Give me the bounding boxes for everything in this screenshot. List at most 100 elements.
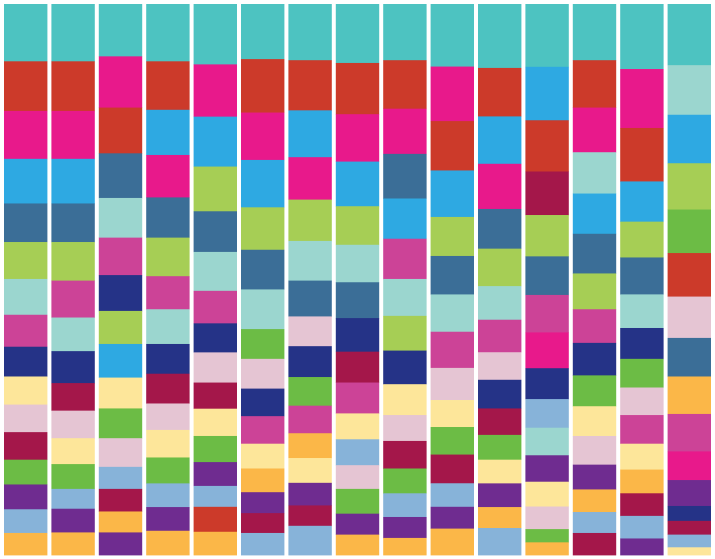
bar-segment-7-green	[288, 377, 332, 407]
bar-segment-12-purple	[525, 455, 569, 483]
bar-segment-5-navy	[193, 323, 237, 353]
bar-segment-11-purple	[478, 483, 522, 508]
bar-segment-11-orange	[478, 507, 522, 529]
bar-segment-10-purple	[430, 506, 474, 529]
bar-segment-14-teal	[620, 4, 664, 70]
bar-segment-1-purple	[4, 484, 48, 510]
bar-column-6	[241, 4, 285, 556]
bar-column-9	[383, 4, 427, 556]
bar-segment-11-cream	[478, 459, 522, 484]
bar-segment-3-red	[98, 107, 143, 154]
bar-segment-5-purple	[193, 462, 237, 487]
bar-segment-11-sky	[478, 116, 522, 165]
bar-segment-13-blush	[572, 435, 617, 466]
bar-segment-13-orange	[572, 489, 617, 513]
bar-segment-7-powder	[288, 525, 332, 556]
bar-segment-7-lime	[288, 199, 332, 242]
bar-segment-9-sky	[383, 198, 427, 240]
bar-segment-6-powder	[241, 532, 285, 556]
bar-segment-2-steel	[51, 203, 95, 243]
bar-segment-14-cream	[620, 443, 664, 470]
bar-segment-13-crimson	[572, 532, 617, 556]
bar-segment-3-orange	[98, 511, 143, 533]
bar-segment-13-mint	[572, 152, 617, 194]
bar-segment-6-crimson	[241, 513, 285, 534]
bar-column-7	[288, 4, 332, 556]
bar-segment-14-powder	[620, 515, 664, 539]
bar-segment-6-magenta	[241, 112, 285, 161]
bar-segment-9-lime	[383, 315, 427, 351]
bar-segment-3-steel	[98, 153, 143, 199]
bar-column-8	[335, 4, 380, 556]
bar-segment-15-powder	[667, 534, 711, 548]
bar-segment-15-orange	[667, 376, 711, 415]
bar-segment-9-teal	[383, 4, 427, 61]
bar-segment-15-sky	[667, 114, 711, 164]
bar-segment-14-orchid	[620, 415, 664, 445]
bar-segment-2-green	[51, 464, 95, 490]
bar-segment-1-orange	[4, 532, 48, 556]
bar-segment-8-orange	[335, 534, 380, 556]
bar-segment-9-cream	[383, 384, 427, 416]
bar-segment-12-teal	[525, 4, 569, 68]
bar-segment-4-blush	[146, 403, 190, 431]
bar-segment-14-mint	[620, 294, 664, 329]
bar-segment-3-lime	[98, 310, 143, 345]
bar-segment-9-green	[383, 468, 427, 494]
bar-segment-11-magenta	[478, 163, 522, 210]
bar-column-13	[572, 4, 617, 556]
bar-segment-6-navy	[241, 388, 285, 417]
bar-segment-1-powder	[4, 509, 48, 534]
bar-segment-5-orange	[193, 531, 237, 556]
bar-segment-5-teal	[193, 4, 237, 65]
bar-segment-7-red	[288, 60, 332, 111]
bar-segment-3-crimson	[98, 488, 143, 512]
bar-column-4	[146, 4, 190, 556]
bar-segment-3-navy	[98, 275, 143, 312]
bar-segment-6-purple	[241, 492, 285, 514]
bar-segment-5-steel	[193, 211, 237, 253]
bar-segment-5-lime	[193, 166, 237, 212]
bar-column-14	[620, 4, 664, 556]
bar-segment-8-green	[335, 488, 380, 515]
bar-column-12	[525, 4, 569, 556]
bar-segment-2-sky	[51, 158, 95, 204]
bar-segment-8-powder	[335, 439, 380, 466]
bar-segment-12-steel	[525, 256, 569, 296]
bar-segment-2-powder	[51, 488, 95, 510]
bar-segment-13-steel	[572, 233, 617, 274]
bar-segment-4-orange	[146, 530, 190, 556]
bar-segment-1-sky	[4, 158, 48, 204]
bar-segment-2-blush	[51, 410, 95, 439]
bar-segment-6-mint	[241, 289, 285, 330]
bar-segment-12-lime	[525, 215, 569, 257]
bar-segment-14-green	[620, 358, 664, 388]
bar-segment-7-crimson	[288, 505, 332, 527]
bar-segment-7-cream	[288, 458, 332, 484]
bar-segment-6-teal	[241, 4, 285, 60]
bar-segment-10-orchid	[430, 331, 474, 369]
bar-segment-14-sky	[620, 181, 664, 223]
bar-segment-13-magenta	[572, 107, 617, 153]
bar-segment-15-navy	[667, 505, 711, 522]
bar-segment-4-teal	[146, 4, 190, 62]
bar-segment-10-powder	[430, 483, 474, 508]
bar-segment-2-orange	[51, 532, 95, 556]
bar-segment-15-mint	[667, 65, 711, 116]
bar-segment-13-orchid	[572, 309, 617, 344]
bar-segment-9-orchid	[383, 238, 427, 280]
bar-segment-9-purple	[383, 516, 427, 539]
bar-segment-15-teal	[667, 4, 711, 66]
bar-segment-10-orange	[430, 528, 474, 556]
bar-segment-7-blush	[288, 316, 332, 347]
bar-segment-13-purple	[572, 464, 617, 490]
bar-segment-1-cream	[4, 376, 48, 405]
bar-segment-8-navy	[335, 318, 380, 353]
bar-segment-4-steel	[146, 197, 190, 239]
bar-segment-15-steel	[667, 337, 711, 377]
bar-segment-8-orchid	[335, 382, 380, 414]
bar-segment-13-lime	[572, 273, 617, 310]
bar-segment-14-lime	[620, 221, 664, 258]
